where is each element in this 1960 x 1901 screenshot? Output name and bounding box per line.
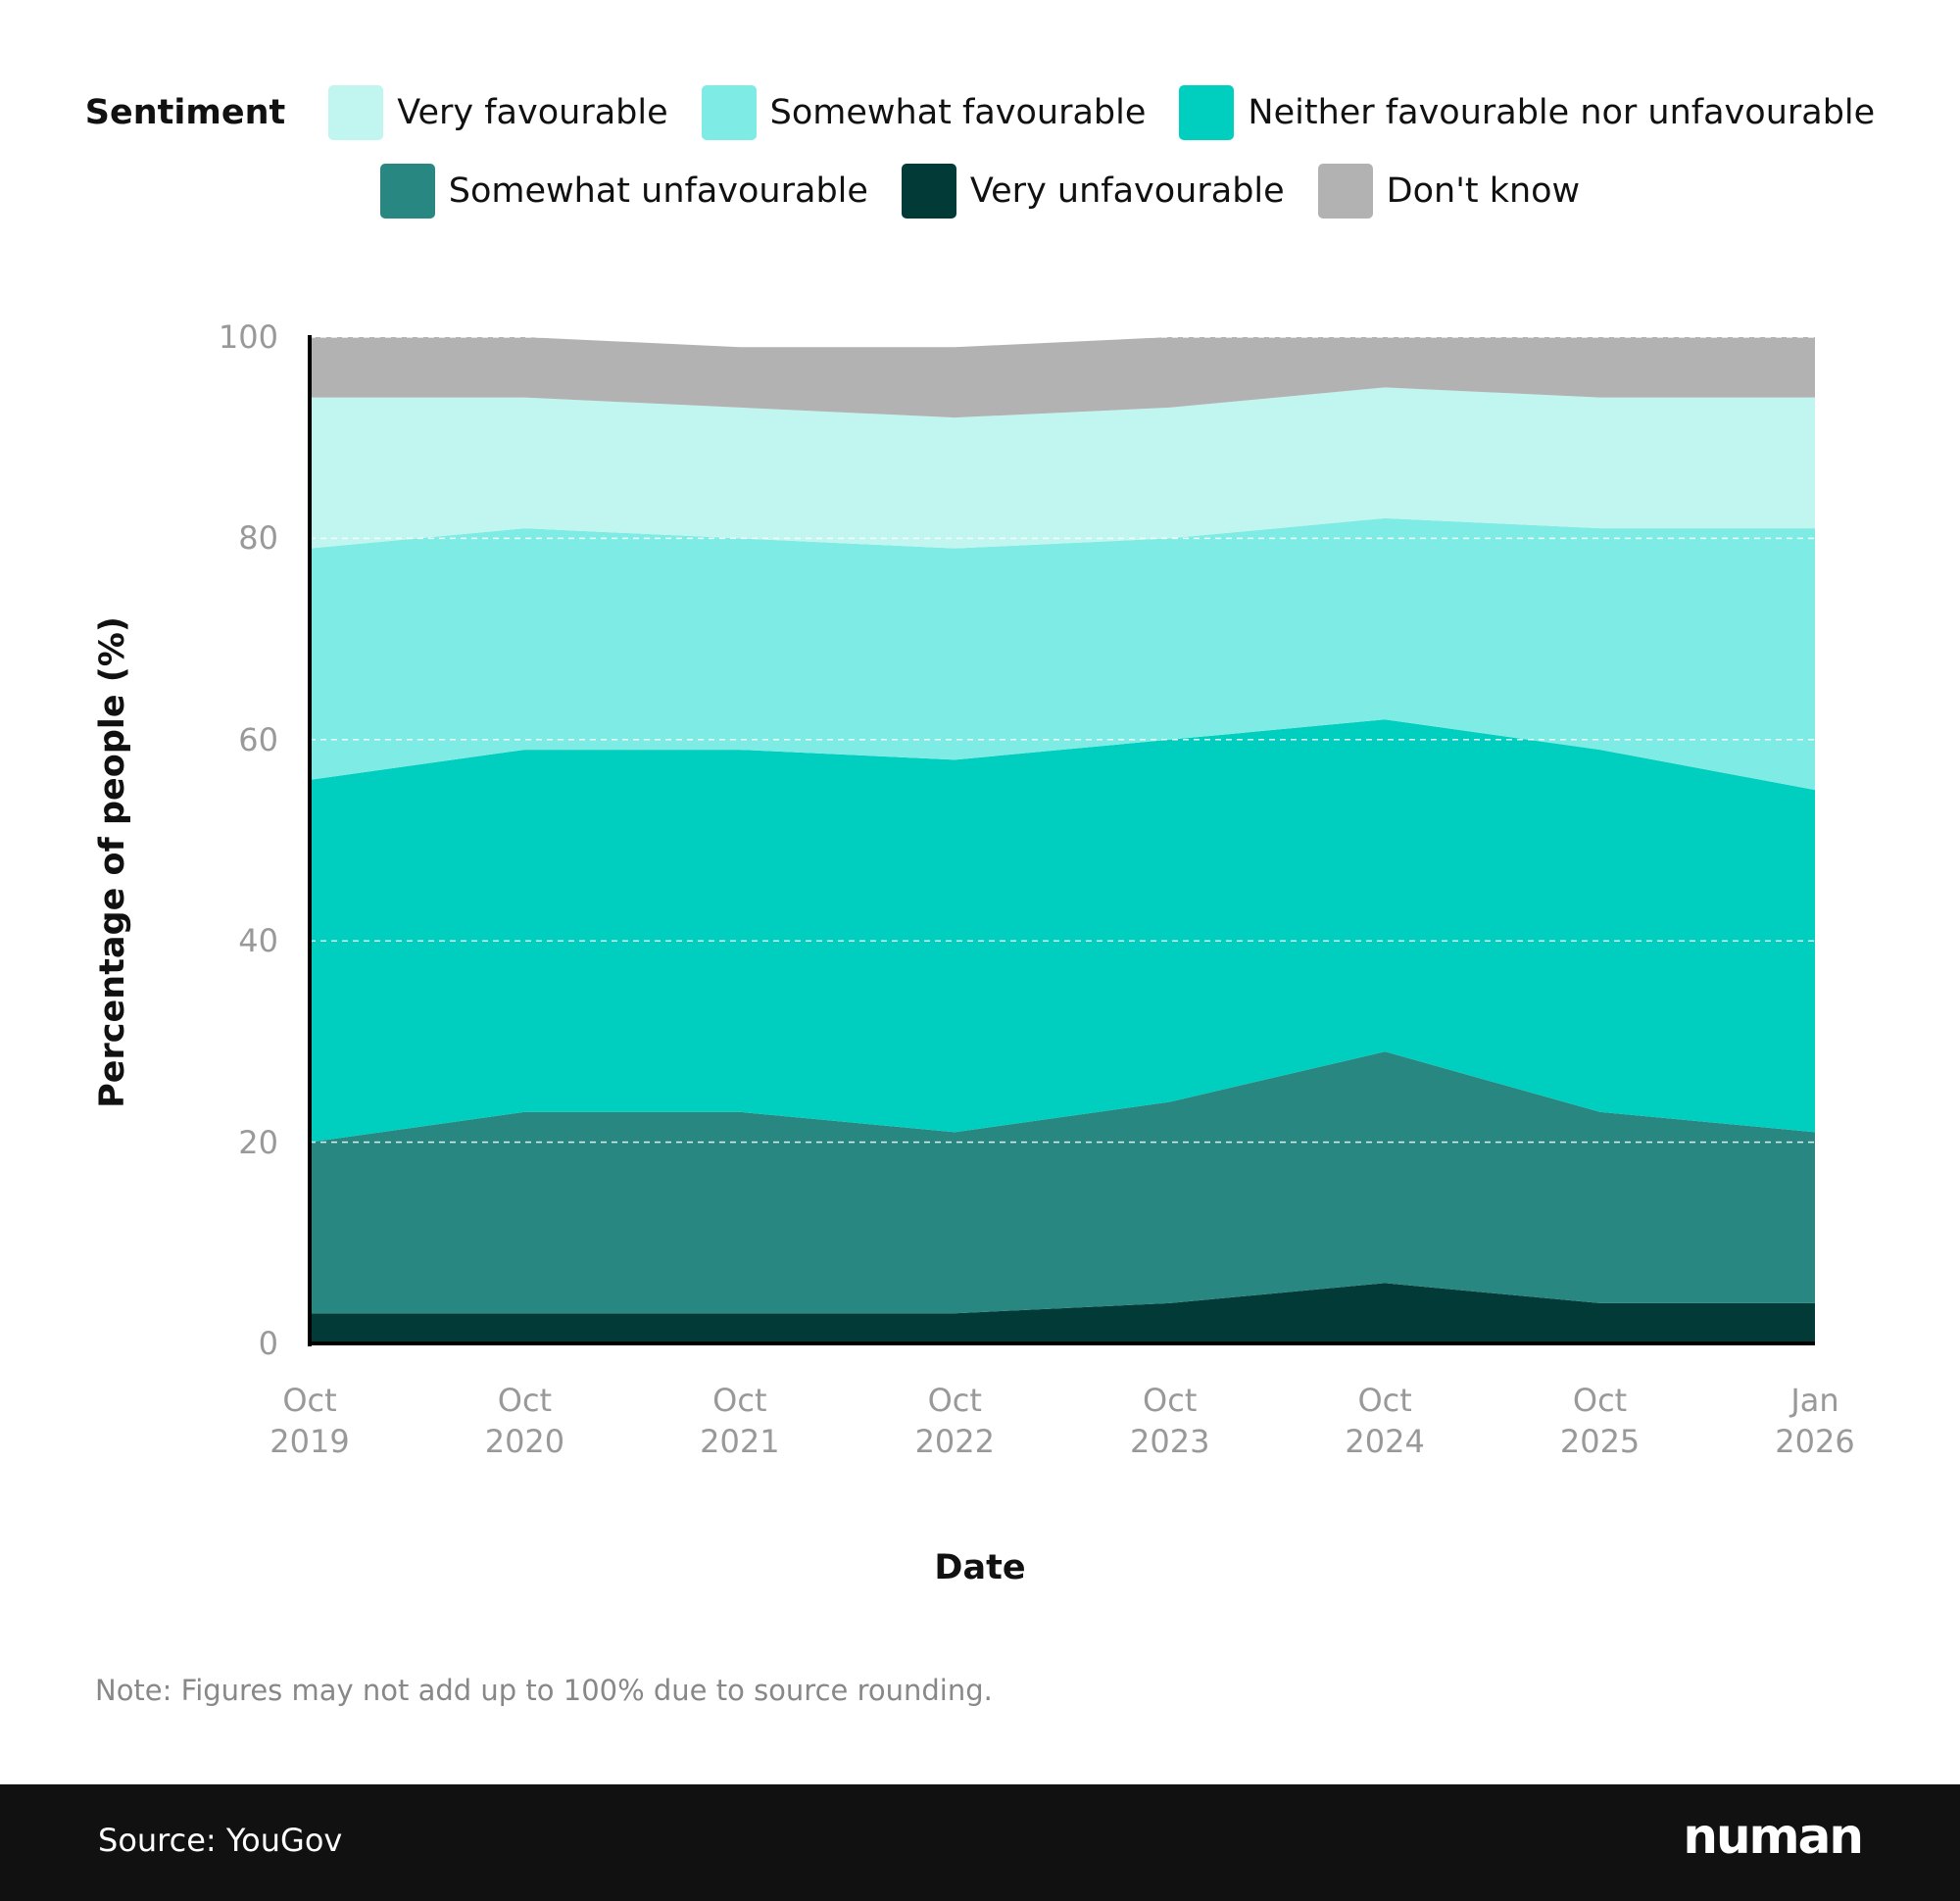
area [310,337,1815,418]
y-tick-label: 60 [238,720,278,758]
area [310,387,1815,549]
legend-title: Sentiment [84,93,286,132]
y-tick-label: 40 [238,922,278,960]
legend-item: Somewhat favourable [701,85,1147,140]
area [310,719,1815,1143]
legend-swatch [1179,85,1235,140]
area [310,517,1815,791]
legend-swatch [328,85,384,140]
legend-label: Somewhat unfavourable [448,171,868,211]
x-tick-label: Oct 2019 [270,1382,350,1460]
legend-item: Somewhat unfavourable [379,164,868,219]
x-tick-label: Oct 2025 [1559,1382,1641,1460]
legend-label: Very unfavourable [969,171,1285,211]
legend-item: Don't know [1317,164,1581,219]
legend-swatch [701,85,757,140]
x-tick-label: Oct 2024 [1345,1382,1425,1460]
y-tick-label: 80 [238,519,278,558]
area [310,1283,1815,1343]
legend-item: Very favourable [328,85,668,140]
x-tick-label: Oct 2021 [700,1382,780,1460]
legend-label: Very favourable [397,93,668,132]
logo: numan [1683,1808,1864,1865]
legend-swatch [1317,164,1373,219]
note: Note: Figures may not add up to 100% due… [95,1674,993,1707]
legend-swatch [379,164,435,219]
y-tick-label: 0 [258,1325,278,1362]
legend-item: Neither favourable nor unfavourable [1179,85,1875,140]
legend-row: Somewhat unfavourable Very unfavourable … [0,164,1960,219]
legend-swatch [901,164,956,219]
source: Source: YouGov [98,1822,343,1859]
footer: Source: YouGov numan [0,1784,1960,1901]
legend-label: Neither favourable nor unfavourable [1248,93,1876,132]
y-axis-label: Percentage of people (%) [93,616,132,1108]
y-tick-label: 20 [238,1123,278,1161]
x-tick-label: Oct 2022 [914,1382,995,1460]
x-tick-label: Oct 2023 [1129,1382,1210,1460]
legend-label: Don't know [1386,171,1581,211]
x-axis-label: Date [934,1548,1026,1587]
y-tick-label: 100 [218,318,278,356]
legend-label: Somewhat favourable [769,93,1147,132]
x-tick-label: Oct 2020 [484,1382,565,1460]
area [310,1051,1815,1314]
legend-row: Sentiment Very favourable Somewhat favou… [0,85,1960,140]
x-tick-label: Jan 2026 [1775,1382,1855,1460]
legend-item: Very unfavourable [901,164,1285,219]
